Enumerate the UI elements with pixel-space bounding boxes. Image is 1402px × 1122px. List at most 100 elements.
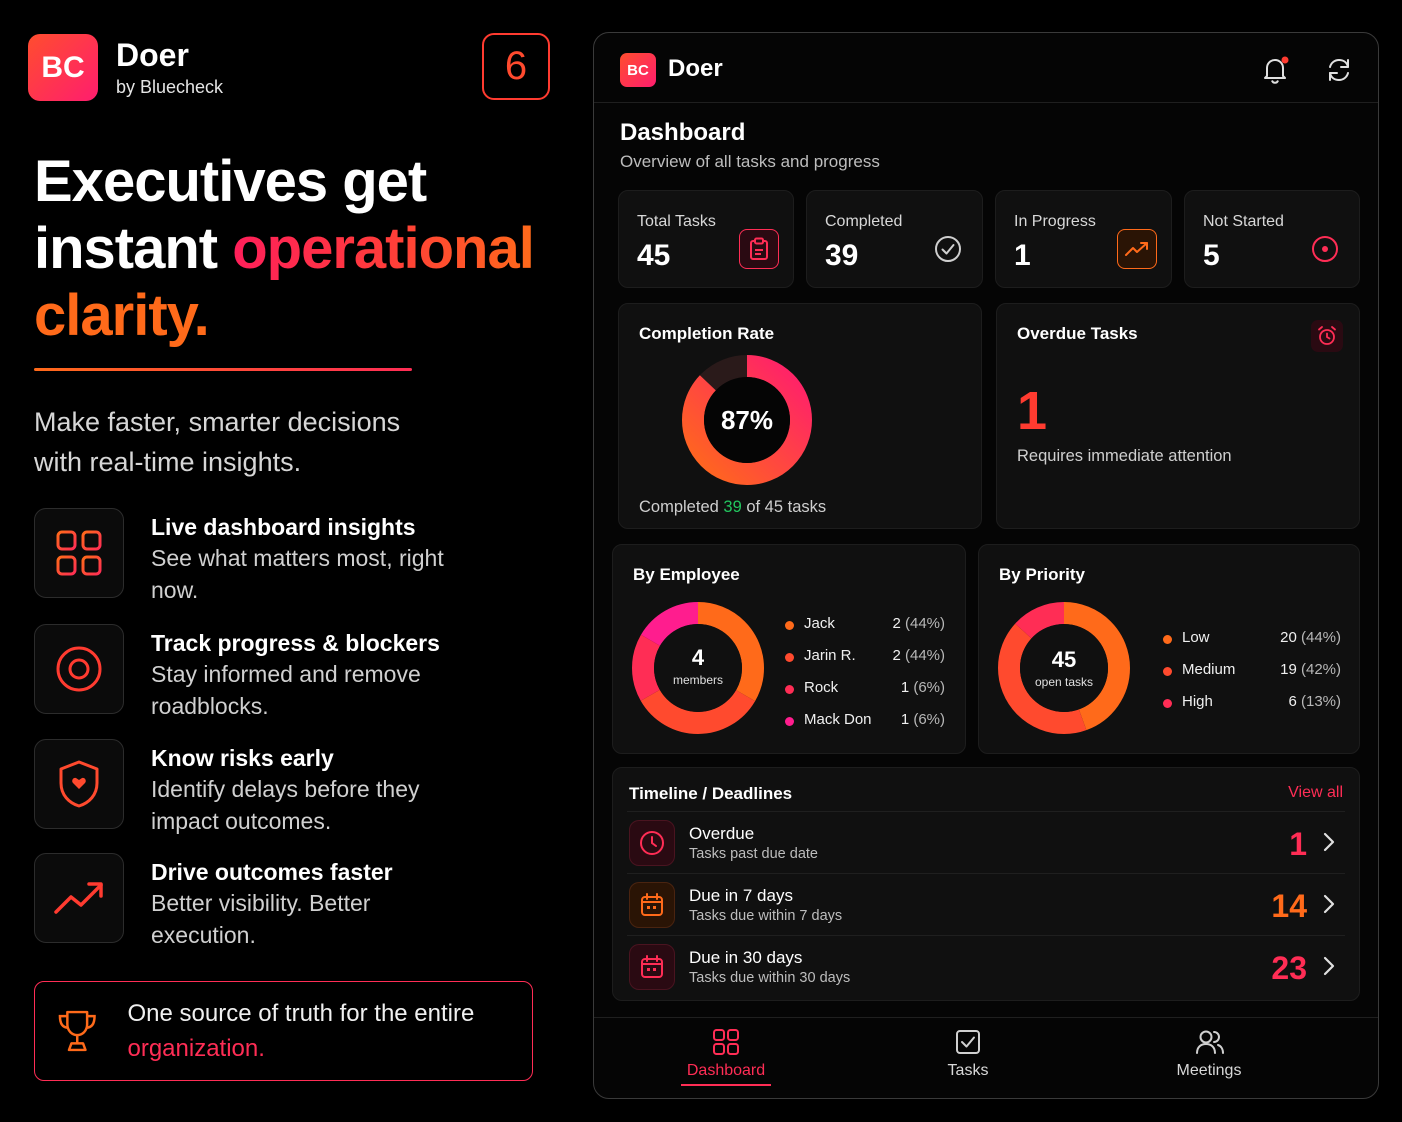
card-title: Completion Rate xyxy=(639,324,775,343)
notification-button[interactable] xyxy=(1260,55,1290,90)
donut-slice xyxy=(632,602,764,734)
refresh-button[interactable] xyxy=(1324,55,1354,90)
stat-value: 39 xyxy=(825,239,859,272)
nav-label: Tasks xyxy=(947,1062,989,1079)
card-title: Timeline / Deadlines xyxy=(629,784,793,803)
headline-line-2b: operational xyxy=(232,216,535,281)
feature-item: Drive outcomes faster Better visibility.… xyxy=(34,853,554,951)
caption-num: 39 xyxy=(723,498,742,516)
donut-hole xyxy=(1020,624,1108,712)
donut-slice xyxy=(632,602,764,734)
nav-dashboard[interactable]: Dashboard xyxy=(636,1018,816,1098)
completion-donut: 87% xyxy=(682,355,812,485)
legend-item: High 6 (13%) xyxy=(1163,693,1341,725)
card-title: By Priority xyxy=(999,565,1085,584)
timeline-desc: Tasks past due date xyxy=(689,846,818,862)
legend-value: 20 (44%) xyxy=(1280,629,1341,646)
target-icon xyxy=(1305,229,1345,269)
marketing-panel: BC Doer by Bluecheck 6 Executives get in… xyxy=(0,0,580,1122)
legend-name: Medium xyxy=(1182,661,1236,678)
legend-name: Low xyxy=(1182,629,1210,646)
overdue-caption: Requires immediate attention xyxy=(1017,447,1232,465)
legend-item: Low 20 (44%) xyxy=(1163,629,1341,661)
nav-tasks[interactable]: Tasks xyxy=(878,1018,1058,1098)
headline: Executives get instant operational clari… xyxy=(34,148,574,349)
grid-icon xyxy=(34,508,124,598)
timeline-row-overdue[interactable]: Overdue Tasks past due date 1 xyxy=(627,811,1345,873)
feature-title: Know risks early xyxy=(151,745,334,771)
headline-divider xyxy=(34,368,412,371)
overdue-tasks-card[interactable]: Overdue Tasks 1 Requires immediate atten… xyxy=(996,303,1360,529)
priority-legend: Low 20 (44%) Medium 19 (42%) High 6 (13%) xyxy=(1163,629,1341,725)
legend-value: 1 (6%) xyxy=(900,679,945,696)
shield-icon xyxy=(34,739,124,829)
timeline-count: 23 xyxy=(1271,950,1307,986)
timeline-title: Due in 7 days xyxy=(689,886,793,905)
timeline-count: 1 xyxy=(1289,826,1307,862)
employee-center-label: members xyxy=(672,673,723,687)
legend-item: Rock 1 (6%) xyxy=(785,679,945,711)
stat-label: Not Started xyxy=(1203,213,1284,230)
view-all-link[interactable]: View all xyxy=(1288,784,1343,801)
feature-desc: Identify delays before they impact outco… xyxy=(151,776,420,834)
nav-label: Meetings xyxy=(1176,1062,1242,1079)
headline-line-3: clarity. xyxy=(34,283,210,348)
subhead: Make faster, smarter decisions with real… xyxy=(34,407,401,477)
timeline-desc: Tasks due within 7 days xyxy=(689,908,843,924)
trend-up-icon xyxy=(34,853,124,943)
page-subtitle: Overview of all tasks and progress xyxy=(620,152,880,171)
feature-title: Drive outcomes faster xyxy=(151,859,393,885)
checkbox-icon xyxy=(956,1030,980,1054)
truth-callout: One source of truth for the entire organ… xyxy=(34,981,533,1081)
legend-value: 1 (6%) xyxy=(900,711,945,728)
feature-desc: Better visibility. Better execution. xyxy=(151,890,371,948)
truth-text-a: One source of truth for the entire xyxy=(127,1000,475,1027)
nav-meetings[interactable]: Meetings xyxy=(1119,1018,1299,1098)
stat-card-in-progress[interactable]: In Progress 1 xyxy=(995,190,1172,288)
brand-byline: by Bluecheck xyxy=(116,77,224,97)
completion-rate-card: Completion Rate 87% Completed 39 of 45 t… xyxy=(618,303,982,529)
legend-name: Jarin R. xyxy=(804,647,856,664)
brand-logo: BC xyxy=(28,34,98,101)
step-badge: 6 xyxy=(482,33,550,100)
truth-text: One source of truth for the entire organ… xyxy=(127,996,532,1066)
feature-item: Know risks early Identify delays before … xyxy=(34,739,554,837)
employee-center-value: 4 xyxy=(691,645,705,670)
stat-value: 5 xyxy=(1203,239,1220,272)
clipboard-icon xyxy=(739,229,779,269)
employee-donut xyxy=(632,602,764,734)
stat-card-not-started[interactable]: Not Started 5 xyxy=(1184,190,1360,288)
legend-item: Jack 2 (44%) xyxy=(785,615,945,647)
chevron-right-icon xyxy=(1323,832,1335,852)
feature-title: Live dashboard insights xyxy=(151,514,416,540)
priority-center-value: 45 xyxy=(1051,647,1077,672)
timeline-desc: Tasks due within 30 days xyxy=(689,970,851,986)
overdue-value: 1 xyxy=(1017,381,1048,441)
caption-a: Completed xyxy=(639,498,724,516)
caption-b: of 45 tasks xyxy=(741,498,827,516)
by-priority-card: By Priority 45 open tasks Low 20 (44%) Me… xyxy=(978,544,1360,754)
grid-icon xyxy=(713,1029,739,1055)
users-icon xyxy=(1196,1030,1224,1054)
priority-donut xyxy=(998,602,1130,734)
completion-arc xyxy=(682,355,812,485)
legend-value: 19 (42%) xyxy=(1280,661,1341,678)
timeline-row-7-days[interactable]: Due in 7 days Tasks due within 7 days 14 xyxy=(627,873,1345,935)
stat-card-completed[interactable]: Completed 39 xyxy=(806,190,983,288)
timeline-card: Timeline / Deadlines View all Overdue Ta… xyxy=(612,767,1360,1001)
stat-card-total[interactable]: Total Tasks 45 xyxy=(618,190,794,288)
target-icon xyxy=(34,624,124,714)
timeline-row-30-days[interactable]: Due in 30 days Tasks due within 30 days … xyxy=(627,935,1345,997)
employee-legend: Jack 2 (44%) Jarin R. 2 (44%) Rock 1 (6%) M… xyxy=(785,615,945,743)
app-name: Doer xyxy=(668,55,723,82)
bottom-nav: Dashboard Tasks Meetings xyxy=(594,1017,1378,1098)
trophy-icon xyxy=(58,1010,96,1052)
nav-active-indicator xyxy=(681,1084,771,1086)
brand-name: Doer xyxy=(116,37,189,73)
donut-slice xyxy=(632,602,764,734)
headline-line-1: Executives get xyxy=(34,149,427,214)
app-window: BC Doer Dashboard Overview of all tasks … xyxy=(593,32,1379,1099)
nav-label: Dashboard xyxy=(686,1062,766,1079)
by-employee-card: By Employee 4 members Jack 2 (44%) Jarin … xyxy=(612,544,966,754)
timeline-count: 14 xyxy=(1271,888,1307,924)
